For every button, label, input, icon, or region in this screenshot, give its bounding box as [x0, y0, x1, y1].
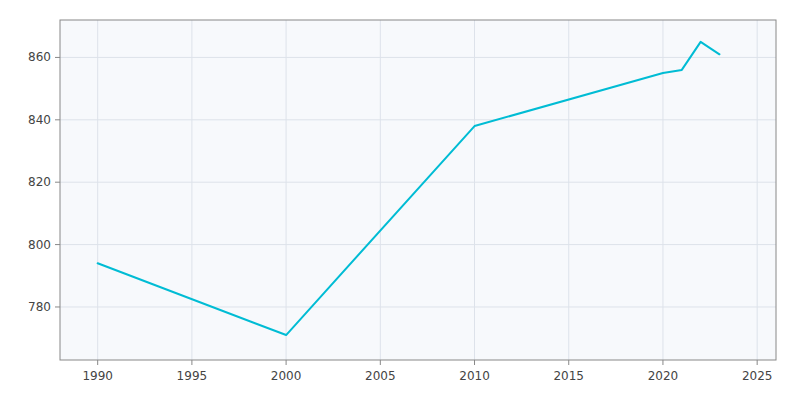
x-grid-line [474, 20, 475, 360]
y-tick [55, 306, 60, 307]
population-line [98, 42, 720, 335]
tick-labels: 1990 1995 2000 2005 2010 2015 2020 2025 780 800 82… [28, 50, 772, 383]
y-tick [55, 57, 60, 58]
x-tick-label: 2025 [742, 369, 773, 383]
y-tick [55, 182, 60, 183]
x-tick [97, 360, 98, 365]
y-grid-line [60, 182, 776, 183]
x-tick-label: 2010 [459, 369, 490, 383]
y-grid-line [60, 119, 776, 120]
x-grid-line [662, 20, 663, 360]
x-grid-line [380, 20, 381, 360]
chart-container: 1990 1995 2000 2005 2010 2015 2020 2025 780 800 82… [0, 0, 800, 400]
y-grid-line [60, 306, 776, 307]
x-tick [380, 360, 381, 365]
x-grid-line [97, 20, 98, 360]
y-tick-label: 840 [28, 113, 51, 127]
x-tick-label: 2005 [365, 369, 396, 383]
plot-background [60, 20, 776, 360]
x-tick-label: 1995 [177, 369, 208, 383]
y-tick-label: 800 [28, 238, 51, 252]
x-grid-line [757, 20, 758, 360]
x-grid-line [286, 20, 287, 360]
y-tick-label: 780 [28, 300, 51, 314]
y-tick-label: 820 [28, 175, 51, 189]
data-area [98, 42, 720, 335]
y-tick [55, 119, 60, 120]
plot-frame [60, 20, 776, 360]
y-grid-line [60, 244, 776, 245]
x-grid-line [568, 20, 569, 360]
x-tick [286, 360, 287, 365]
x-tick-label: 1990 [82, 369, 113, 383]
x-grid-line [191, 20, 192, 360]
x-tick [474, 360, 475, 365]
x-tick-label: 2020 [648, 369, 679, 383]
grid [60, 20, 776, 360]
x-tick [662, 360, 663, 365]
y-tick-label: 860 [28, 50, 51, 64]
x-tick [757, 360, 758, 365]
x-tick-label: 2015 [553, 369, 584, 383]
y-tick [55, 244, 60, 245]
y-grid-line [60, 57, 776, 58]
x-tick-label: 2000 [271, 369, 302, 383]
x-tick [568, 360, 569, 365]
x-tick [191, 360, 192, 365]
chart-svg: 1990 1995 2000 2005 2010 2015 2020 2025 780 800 82… [0, 0, 800, 400]
